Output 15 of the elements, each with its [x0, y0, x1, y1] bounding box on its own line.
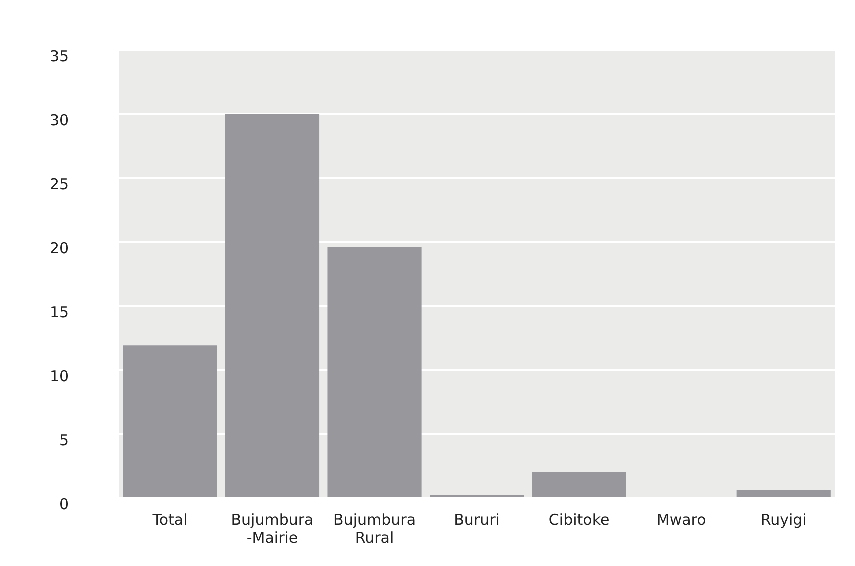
x-tick-label: Bujumbura Rural	[334, 510, 416, 547]
y-tick-label: 10	[50, 367, 70, 386]
x-tick-label: Bujumbura -Mairie	[231, 510, 314, 547]
y-tick-label: 30	[50, 111, 70, 130]
y-tick-label: 25	[50, 175, 70, 194]
y-tick-label: 5	[60, 431, 70, 450]
y-tick-label: 15	[50, 303, 70, 322]
x-tick-label: Total	[152, 510, 188, 529]
x-tick-label: Ruyigi	[760, 510, 807, 529]
y-tick-label: 20	[50, 239, 70, 258]
x-tick-label: Cibitoke	[548, 510, 610, 529]
y-tick-label: 0	[60, 495, 70, 514]
x-tick-label: Bururi	[454, 510, 500, 529]
x-tick-label: Mwaro	[656, 510, 706, 529]
y-tick-label: 35	[50, 47, 70, 66]
